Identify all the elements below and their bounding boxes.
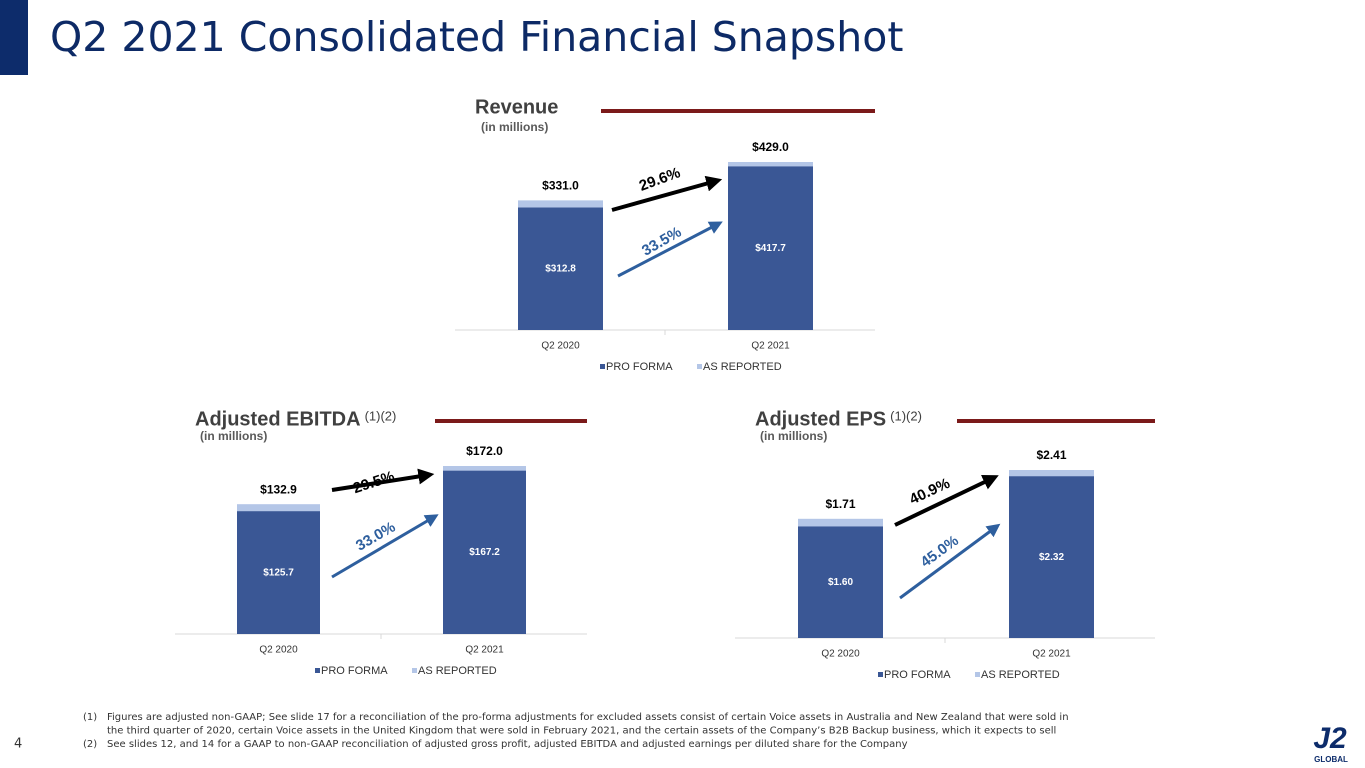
footnote-text: Figures are adjusted non-GAAP; See slide… <box>107 712 1069 723</box>
growth-arrow <box>899 523 1001 600</box>
logo-text: GLOBAL <box>1314 755 1348 764</box>
value-label: $125.7 <box>263 567 294 578</box>
footnote-text: the third quarter of 2020, certain Voice… <box>107 726 1056 737</box>
growth-label: 45.0% <box>917 532 961 571</box>
category-label: Q2 2021 <box>1032 649 1071 660</box>
chart-title: Revenue <box>475 96 558 118</box>
bar <box>518 207 603 330</box>
slide-title: Q2 2021 Consolidated Financial Snapshot <box>50 13 903 61</box>
chart-title: Adjusted EPS <box>755 408 886 430</box>
bar <box>798 526 883 638</box>
value-label: $2.41 <box>1036 448 1066 462</box>
bar <box>728 166 813 330</box>
growth-arrow <box>331 468 435 492</box>
legend-label: AS REPORTED <box>418 665 497 677</box>
legend-swatch <box>697 364 702 369</box>
growth-label: 33.0% <box>353 519 398 555</box>
growth-arrow <box>894 474 999 527</box>
legend-swatch <box>600 364 605 369</box>
legend-label: AS REPORTED <box>703 361 782 373</box>
footnote-marker: (2) <box>83 739 97 750</box>
value-label: $132.9 <box>260 482 297 496</box>
value-label: $417.7 <box>755 243 786 254</box>
value-label: $1.60 <box>828 577 853 588</box>
legend-swatch <box>412 668 417 673</box>
legend-label: PRO FORMA <box>321 665 388 677</box>
value-label: $312.8 <box>545 263 576 274</box>
category-label: Q2 2021 <box>751 341 790 352</box>
accent-bar <box>0 0 28 75</box>
bar <box>443 470 526 634</box>
category-label: Q2 2020 <box>821 649 860 660</box>
chart-subtitle: (in millions) <box>200 429 267 443</box>
page-number: 4 <box>14 737 22 752</box>
value-label: $1.71 <box>825 497 855 511</box>
bar <box>1009 476 1094 638</box>
value-label: $172.0 <box>466 444 503 458</box>
growth-arrow <box>617 221 723 278</box>
value-label: $331.0 <box>542 179 579 193</box>
footnote-marker: (1) <box>83 712 97 723</box>
legend-swatch <box>975 672 980 677</box>
growth-label: 29.5% <box>351 468 397 497</box>
value-label: $2.32 <box>1039 552 1064 563</box>
logo-mark: J2 <box>1313 722 1347 755</box>
legend-swatch <box>315 668 320 673</box>
category-label: Q2 2020 <box>259 645 298 656</box>
legend-label: PRO FORMA <box>884 669 951 681</box>
growth-arrow <box>331 514 439 579</box>
chart-title-note: (1)(2) <box>890 408 922 423</box>
bar <box>237 511 320 634</box>
legend-label: AS REPORTED <box>981 669 1060 681</box>
growth-label: 40.9% <box>907 475 953 508</box>
legend-label: PRO FORMA <box>606 361 673 373</box>
legend-swatch <box>878 672 883 677</box>
chart-subtitle: (in millions) <box>760 429 827 443</box>
category-label: Q2 2021 <box>465 645 504 656</box>
footnote-text: See slides 12, and 14 for a GAAP to non-… <box>107 739 908 750</box>
value-label: $429.0 <box>752 140 789 154</box>
value-label: $167.2 <box>469 547 500 558</box>
chart-title: Adjusted EBITDA <box>195 408 361 430</box>
chart-title-note: (1)(2) <box>365 408 397 423</box>
category-label: Q2 2020 <box>541 341 580 352</box>
growth-arrow <box>611 175 723 212</box>
chart-subtitle: (in millions) <box>481 120 548 134</box>
